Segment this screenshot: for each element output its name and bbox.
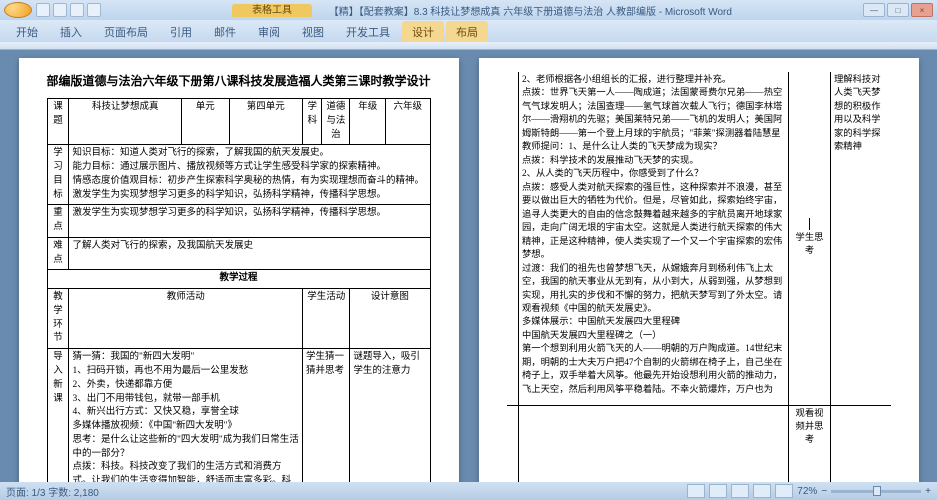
cell[interactable]: 难点 [47, 237, 69, 270]
cell[interactable]: 教学过程 [47, 270, 430, 289]
cell[interactable]: 道德与法治 [322, 99, 350, 145]
cell[interactable]: 猜一猜：我国的"新四大发明" 1、扫码开锁，再也不用为最后一公里发愁 2、外卖，… [69, 349, 303, 482]
zoom-slider[interactable] [831, 490, 921, 493]
tab-review[interactable]: 审阅 [248, 21, 290, 42]
cell[interactable]: 课题 [47, 99, 69, 145]
table-row: 观看视频并思考 [507, 405, 891, 482]
view-draft-icon[interactable] [775, 484, 793, 498]
cell-stub[interactable] [507, 405, 519, 482]
table-row: 教学环 节 教师活动 学生活动 设计意图 [47, 289, 430, 349]
text-cursor [809, 218, 810, 230]
table-row: 教学过程 [47, 270, 430, 289]
page-2: 2、老师根据各小组组长的汇报，进行整理并补充。 点拨：世界飞天第一人——陶成道；… [479, 58, 919, 482]
cell[interactable] [831, 405, 891, 482]
cell[interactable]: 年级 [350, 99, 386, 145]
cell[interactable] [519, 405, 789, 482]
zoom-level: 72% [797, 486, 817, 497]
cell[interactable]: 单元 [182, 99, 229, 145]
zoom-thumb[interactable] [873, 486, 881, 496]
cell[interactable]: 谜题导入，吸引学生的注意力 [350, 349, 430, 482]
ribbon-tabs: 开始 插入 页面布局 引用 邮件 审阅 视图 开发工具 设计 布局 [0, 20, 937, 42]
cell[interactable]: 重点 [47, 205, 69, 238]
save-icon[interactable] [36, 3, 50, 17]
window-title: 表格工具 【精】【配套教案】8.3 科技让梦想成真 六年级下册道德与法治 人教部… [101, 3, 863, 18]
context-tab-group-label: 表格工具 [232, 4, 312, 17]
cell[interactable]: 观看视频并思考 [789, 405, 831, 482]
lesson-table: 课题 科技让梦想成真 单元 第四单元 学科 道德与法治 年级 六年级 学习 目标… [47, 98, 431, 482]
cell[interactable]: 知识目标：知道人类对飞行的探索，了解我国的航天发展史。 能力目标：通过展示图片、… [69, 145, 430, 205]
tab-pagelayout[interactable]: 页面布局 [94, 21, 158, 42]
close-button[interactable]: × [911, 3, 933, 17]
tab-view[interactable]: 视图 [292, 21, 334, 42]
view-outline-icon[interactable] [753, 484, 771, 498]
cell[interactable]: 学习 目标 [47, 145, 69, 205]
cell[interactable]: 科技让梦想成真 [69, 99, 182, 145]
maximize-button[interactable]: □ [887, 3, 909, 17]
quick-access-toolbar [36, 3, 101, 17]
cell[interactable]: 理解科技对人类飞天梦想的积极作用以及科学家的科学探索精神 [831, 72, 891, 405]
tab-table-design[interactable]: 设计 [402, 21, 444, 42]
view-print-layout-icon[interactable] [687, 484, 705, 498]
cell[interactable]: 学生思考 [789, 72, 831, 405]
cell[interactable]: 六年级 [386, 99, 430, 145]
table-row: 课题 科技让梦想成真 单元 第四单元 学科 道德与法治 年级 六年级 [47, 99, 430, 145]
table-row: 难点 了解人类对飞行的探索，及我国航天发展史 [47, 237, 430, 270]
cell[interactable]: 教学环 节 [47, 289, 69, 349]
lesson-table-continued: 2、老师根据各小组组长的汇报，进行整理并补充。 点拨：世界飞天第一人——陶成道；… [507, 72, 891, 482]
minimize-button[interactable]: — [863, 3, 885, 17]
view-fullscreen-icon[interactable] [709, 484, 727, 498]
cell[interactable]: 了解人类对飞行的探索，及我国航天发展史 [69, 237, 430, 270]
cell[interactable]: 激发学生为实现梦想学习更多的科学知识，弘扬科学精神，传播科学思想。 [69, 205, 430, 238]
cell[interactable]: 学生猜一猜并思考 [303, 349, 350, 482]
cell[interactable]: 学生活动 [303, 289, 350, 349]
zoom-out-button[interactable]: − [821, 486, 827, 497]
titlebar: 表格工具 【精】【配套教案】8.3 科技让梦想成真 六年级下册道德与法治 人教部… [0, 0, 937, 20]
zoom-in-button[interactable]: + [925, 486, 931, 497]
cell[interactable]: 教师活动 [69, 289, 303, 349]
tab-home[interactable]: 开始 [6, 21, 48, 42]
document-area: 部编版道德与法治六年级下册第八课科技发展造福人类第三课时教学设计 课题 科技让梦… [0, 50, 937, 482]
cell-stub[interactable] [507, 72, 519, 405]
cell[interactable]: 设计意图 [350, 289, 430, 349]
table-row: 学习 目标 知识目标：知道人类对飞行的探索，了解我国的航天发展史。 能力目标：通… [47, 145, 430, 205]
table-row: 2、老师根据各小组组长的汇报，进行整理并补充。 点拨：世界飞天第一人——陶成道；… [507, 72, 891, 405]
ribbon-body [0, 42, 937, 50]
tab-insert[interactable]: 插入 [50, 21, 92, 42]
tab-references[interactable]: 引用 [160, 21, 202, 42]
table-row: 导入新 课 猜一猜：我国的"新四大发明" 1、扫码开锁，再也不用为最后一公里发愁… [47, 349, 430, 482]
view-web-icon[interactable] [731, 484, 749, 498]
tab-table-layout[interactable]: 布局 [446, 21, 488, 42]
lesson-title: 部编版道德与法治六年级下册第八课科技发展造福人类第三课时教学设计 [47, 72, 431, 90]
cell[interactable]: 学科 [303, 99, 322, 145]
cell[interactable]: 第四单元 [229, 99, 303, 145]
qat-dropdown-icon[interactable] [87, 3, 101, 17]
page-1: 部编版道德与法治六年级下册第八课科技发展造福人类第三课时教学设计 课题 科技让梦… [19, 58, 459, 482]
table-row: 重点 激发学生为实现梦想学习更多的科学知识，弘扬科学精神，传播科学思想。 [47, 205, 430, 238]
cell[interactable]: 导入新 课 [47, 349, 69, 482]
cell[interactable]: 2、老师根据各小组组长的汇报，进行整理并补充。 点拨：世界飞天第一人——陶成道；… [519, 72, 789, 405]
tab-mailings[interactable]: 邮件 [204, 21, 246, 42]
undo-icon[interactable] [53, 3, 67, 17]
office-button[interactable] [4, 2, 32, 18]
status-left: 页面: 1/3 字数: 2,180 [6, 484, 99, 499]
tab-developer[interactable]: 开发工具 [336, 21, 400, 42]
statusbar: 页面: 1/3 字数: 2,180 72% − + [0, 482, 937, 500]
redo-icon[interactable] [70, 3, 84, 17]
